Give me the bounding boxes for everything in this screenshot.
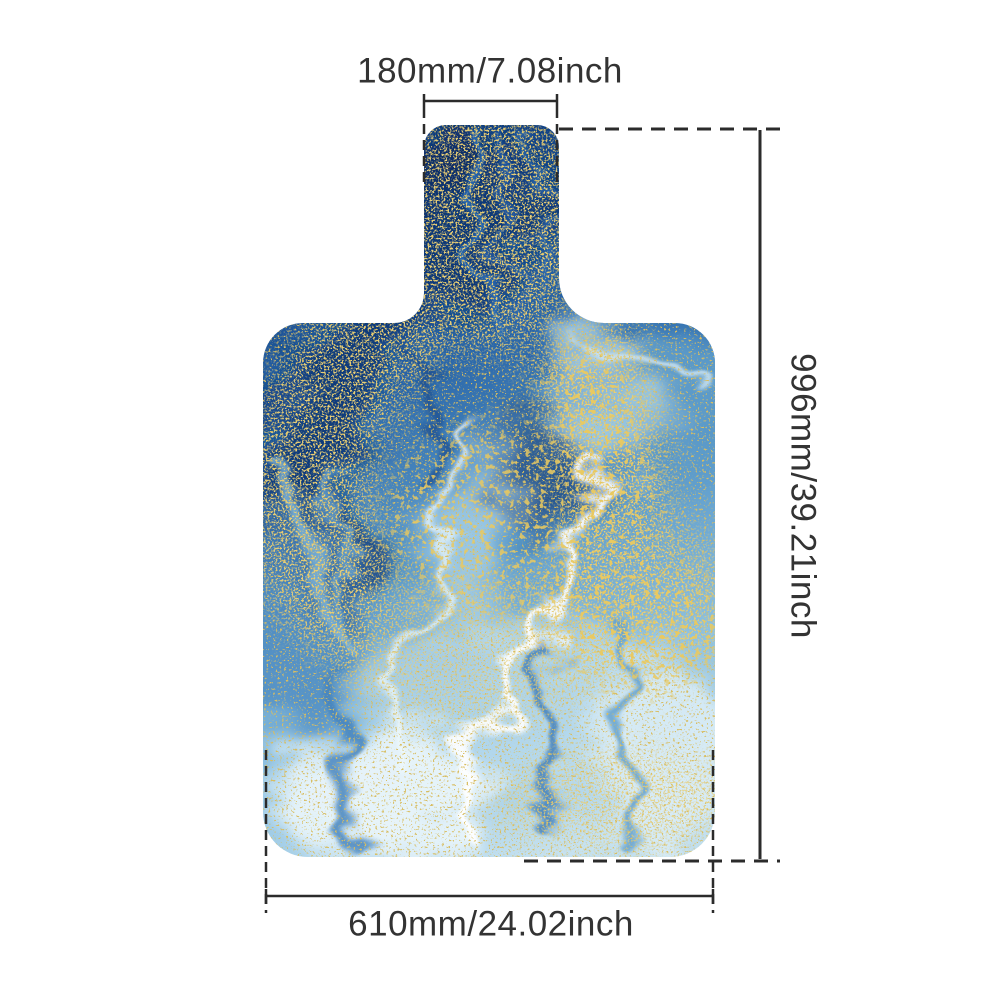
handle-width-label: 180mm/7.08inch [357,51,623,91]
dimension-lines [264,94,780,913]
board-width-label: 610mm/24.02inch [348,904,634,944]
total-height-label: 996mm/39.21inch [783,353,823,639]
